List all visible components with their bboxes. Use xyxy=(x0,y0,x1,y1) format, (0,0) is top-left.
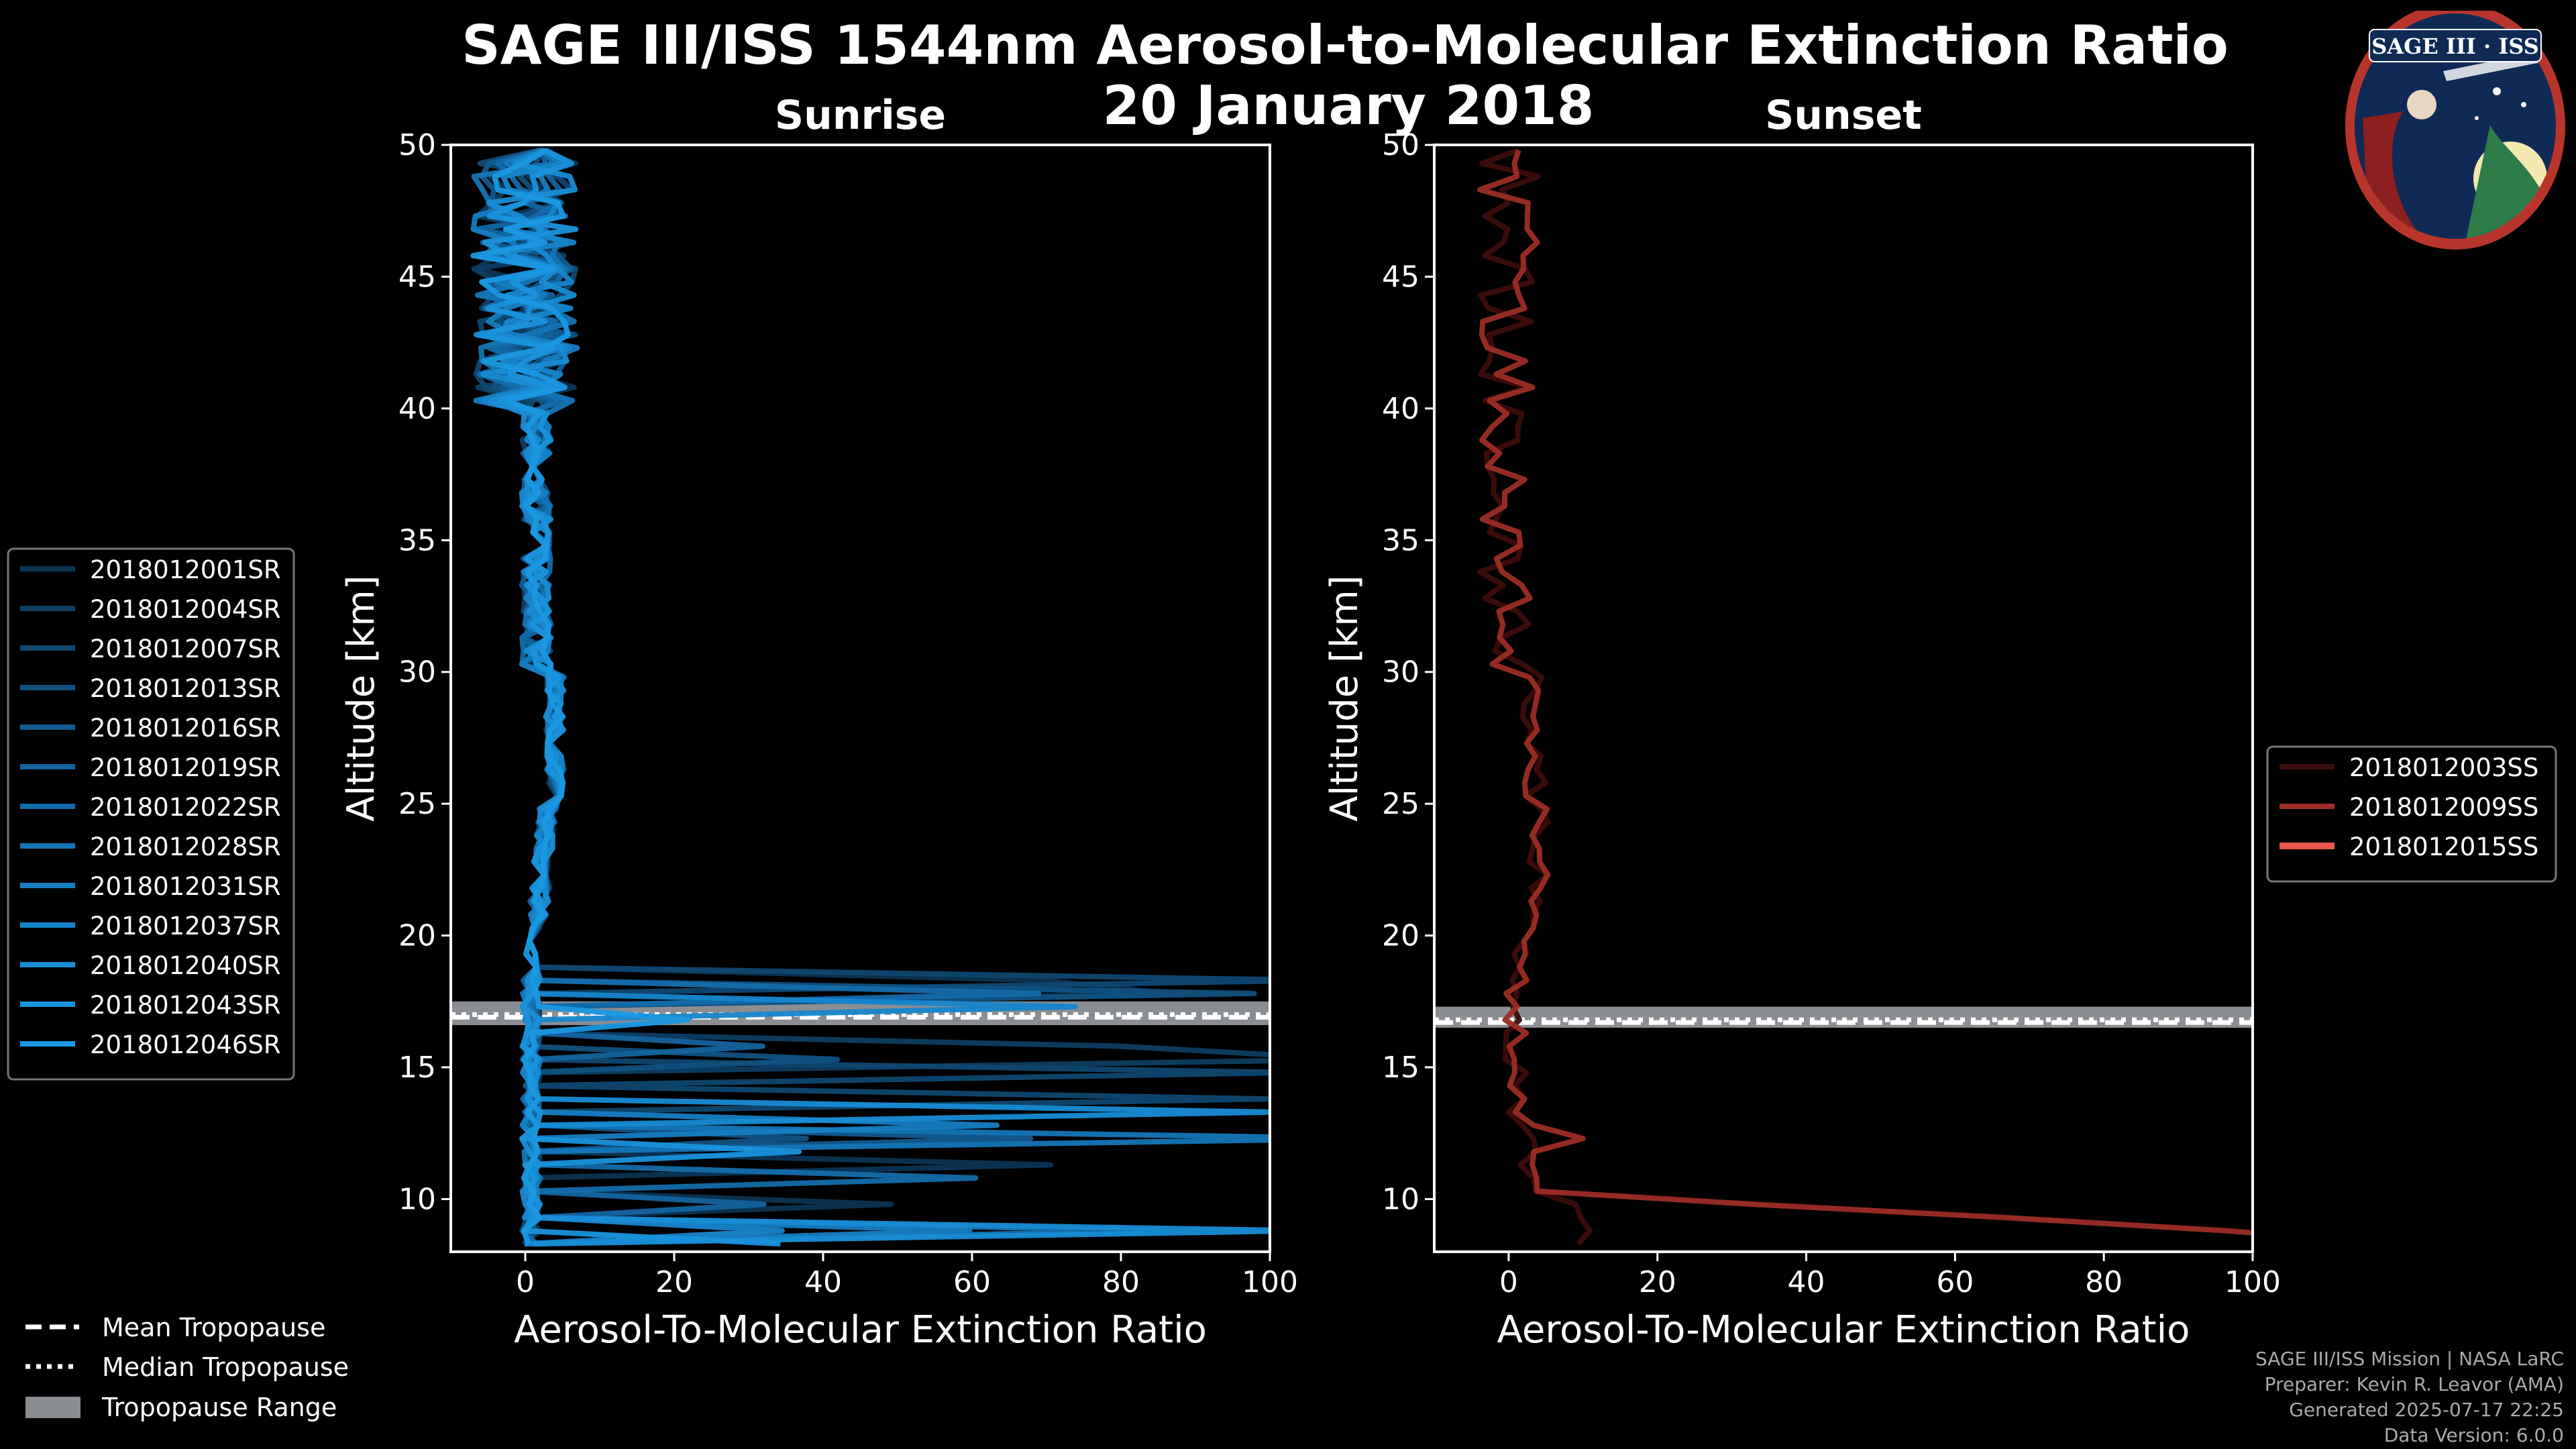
legend-entry: 2018012007SR xyxy=(90,635,281,663)
series-lines xyxy=(470,147,1270,1247)
y-tick-label: 45 xyxy=(398,260,436,294)
x-tick-label: 80 xyxy=(1102,1265,1140,1299)
series-line-2018012003SS xyxy=(1477,148,1593,1246)
y-tick-label: 10 xyxy=(1382,1182,1419,1216)
legend-entry: 2018012015SS xyxy=(2349,833,2538,861)
x-tick-label: 40 xyxy=(804,1265,842,1299)
legend-entry: 2018012046SR xyxy=(90,1030,281,1059)
x-tick-label: 20 xyxy=(655,1265,693,1299)
x-tick-label: 0 xyxy=(516,1265,535,1299)
x-axis-label: Aerosol-To-Molecular Extinction Ratio xyxy=(514,1308,1207,1352)
legend-entry: 2018012043SR xyxy=(90,991,281,1020)
y-tick-label: 10 xyxy=(398,1182,436,1216)
tropopause-range-label: Tropopause Range xyxy=(101,1393,337,1422)
panel-sunset: 0 20 40 60 80 100 10 15 20 25 30 35 40 45 50 Aerosol-To… xyxy=(1323,92,2281,1352)
x-tick-label: 20 xyxy=(1639,1265,1676,1299)
plot-frame xyxy=(1433,144,2254,1253)
plot-frame xyxy=(449,144,1271,1253)
legend-entry: 2018012009SS xyxy=(2349,793,2538,822)
y-tick-label: 50 xyxy=(1382,128,1419,162)
chart-date-subtitle: 20 January 2018 xyxy=(1102,74,1595,137)
y-tick-label: 15 xyxy=(398,1051,436,1085)
y-axis-label: Altitude [km] xyxy=(339,575,383,821)
series-line-2018012046SR xyxy=(470,148,691,1245)
y-axis-label: Altitude [km] xyxy=(1323,575,1366,821)
series-line-2018012009SS xyxy=(1477,149,2253,1236)
tropopause-legend: Mean Tropopause Median Tropopause Tropopau… xyxy=(25,1313,349,1422)
y-tick-label: 25 xyxy=(398,787,436,821)
legend-entry: 2018012028SR xyxy=(90,833,281,861)
legend-entry: 2018012031SR xyxy=(90,872,281,901)
x-tick-label: 60 xyxy=(953,1265,991,1299)
legend-entry: 2018012001SR xyxy=(90,555,281,584)
legend-entry: 2018012040SR xyxy=(90,951,281,980)
y-tick-label: 35 xyxy=(1382,523,1419,557)
x-tick-label: 0 xyxy=(1499,1265,1518,1299)
series-lines xyxy=(1477,148,2253,1246)
legend-entry: 2018012003SS xyxy=(2349,753,2538,782)
y-tick-label: 40 xyxy=(1382,392,1419,426)
y-tick-label: 30 xyxy=(1382,655,1419,690)
y-tick-label: 30 xyxy=(398,655,436,690)
x-axis-label: Aerosol-To-Molecular Extinction Ratio xyxy=(1497,1308,2190,1352)
svg-text:SAGE III · ISS: SAGE III · ISS xyxy=(2371,34,2539,59)
x-tick-label: 80 xyxy=(2085,1265,2123,1299)
legend-entry: 2018012013SR xyxy=(90,674,281,703)
x-tick-label: 100 xyxy=(2224,1265,2281,1299)
footer-data-version: Data Version: 6.0.0 xyxy=(2383,1424,2564,1446)
legend-entry: 2018012004SR xyxy=(90,595,281,624)
y-tick-label: 20 xyxy=(398,919,436,953)
legend-entry: 2018012019SR xyxy=(90,753,281,782)
legend-entry: 2018012037SR xyxy=(90,912,281,941)
panel-title: Sunrise xyxy=(775,92,946,139)
y-tick-label: 35 xyxy=(398,523,436,557)
x-tick-label: 100 xyxy=(1242,1265,1298,1299)
y-tick-label: 25 xyxy=(1382,787,1419,821)
panel-sunrise: 0 20 40 60 80 100 10 15 20 25 30 35 40 45 50 Aerosol-To… xyxy=(339,92,1298,1352)
y-tick-label: 40 xyxy=(398,392,436,426)
y-tick-label: 50 xyxy=(398,128,436,162)
series-line-2018012007SR xyxy=(473,147,1270,1246)
footer-mission: SAGE III/ISS Mission | NASA LaRC xyxy=(2255,1348,2564,1370)
y-tick-label: 15 xyxy=(1382,1051,1419,1085)
median-tropopause-label: Median Tropopause xyxy=(102,1352,349,1382)
tropopause-markers xyxy=(1434,1006,2253,1028)
legend-entry: 2018012016SR xyxy=(90,714,281,743)
legend-box xyxy=(2266,745,2557,883)
footer-preparer: Preparer: Kevin R. Leavor (AMA) xyxy=(2264,1373,2564,1395)
sunset-legend: 2018012003SS 2018012009SS 2018012015SS xyxy=(2266,745,2557,883)
chart-title: SAGE III/ISS 1544nm Aerosol-to-Molecular… xyxy=(462,14,2229,76)
sage-iii-iss-logo: SAGE III · ISS xyxy=(2345,11,2565,250)
mean-tropopause-label: Mean Tropopause xyxy=(102,1313,325,1342)
tropopause-range-swatch xyxy=(25,1397,80,1418)
sunrise-legend: 2018012001SR 2018012004SR 2018012007SR 2018… xyxy=(7,547,295,1081)
y-tick-label: 20 xyxy=(1382,919,1419,953)
legend-entry: 2018012022SR xyxy=(90,793,281,822)
x-tick-label: 40 xyxy=(1788,1265,1825,1299)
legend-box xyxy=(7,547,295,1081)
panel-title: Sunset xyxy=(1765,92,1922,139)
series-line-2018012043SR xyxy=(474,148,802,1247)
footer-generated: Generated 2025-07-17 22:25 xyxy=(2289,1399,2564,1421)
y-tick-label: 45 xyxy=(1382,260,1419,294)
x-tick-label: 60 xyxy=(1936,1265,1974,1299)
